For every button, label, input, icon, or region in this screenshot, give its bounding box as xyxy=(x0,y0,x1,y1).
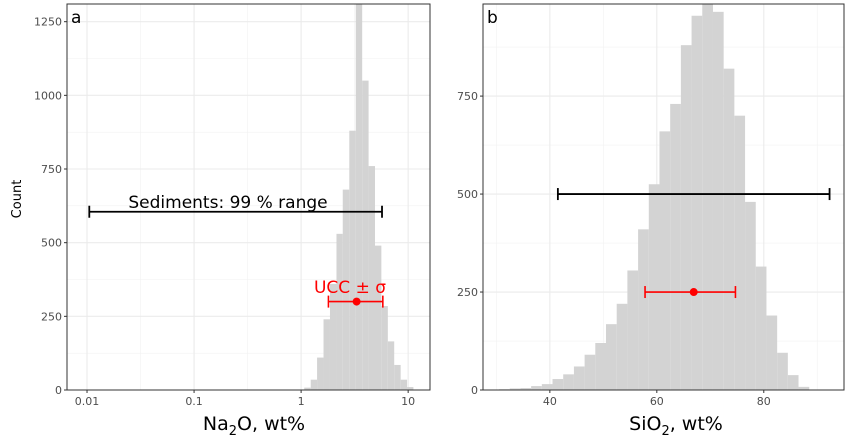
histogram-bar xyxy=(702,4,713,390)
y-tick-label: 1000 xyxy=(34,89,62,102)
histogram-bar xyxy=(787,375,799,390)
histogram-bar xyxy=(374,245,382,390)
histogram-bar xyxy=(407,387,414,390)
y-tick-label: 1250 xyxy=(34,16,62,29)
errorbars-b xyxy=(556,188,831,299)
histogram-bar xyxy=(552,379,564,390)
x-tick-label: 10 xyxy=(401,395,415,408)
histogram-bar xyxy=(362,80,369,390)
histogram-bar xyxy=(766,315,778,390)
x-tick-label: 1 xyxy=(298,395,305,408)
histogram-bar xyxy=(745,201,756,390)
histogram-bar xyxy=(368,166,375,390)
ucc-point xyxy=(689,288,698,297)
histogram-bar xyxy=(387,341,395,390)
y-tick-label: 250 xyxy=(457,286,478,299)
range-label-a: Sediments: 99 % range xyxy=(128,193,327,213)
gridlines-a xyxy=(67,4,430,391)
panel-a: a 0 250 500 750 1000 1250 0.01 0.1 1 10 Sediment… xyxy=(10,3,431,439)
histogram-bar xyxy=(659,131,671,390)
plot-border-a xyxy=(66,3,431,391)
histogram-bar xyxy=(520,388,532,390)
y-tick-label: 500 xyxy=(457,188,478,201)
histogram-bar xyxy=(323,319,330,390)
histogram-bar xyxy=(638,229,649,390)
histogram-bar xyxy=(670,103,681,391)
histogram-bars-b xyxy=(499,4,810,391)
x-axis-title-a: Na2O, wt% xyxy=(203,413,305,439)
errorbars-a xyxy=(88,205,384,308)
x-axis-title-b: SiO2, wt% xyxy=(629,413,723,439)
histogram-bar xyxy=(381,306,388,390)
panel-label-b: b xyxy=(487,8,498,28)
y-tick-label: 750 xyxy=(457,90,478,103)
x-tick-label: 60 xyxy=(650,395,664,408)
histogram-bar xyxy=(798,386,810,390)
y-tick-label: 750 xyxy=(41,163,62,176)
histogram-bar xyxy=(712,11,724,391)
histogram-bar xyxy=(734,115,746,391)
histogram-bar xyxy=(563,374,574,390)
ucc-label-a: UCC ± σ xyxy=(314,278,386,298)
histogram-bar xyxy=(680,45,692,390)
y-axis-title: Count xyxy=(10,180,25,219)
x-tick-label: 0.1 xyxy=(185,395,203,408)
histogram-bar xyxy=(573,366,585,390)
histogram-bar xyxy=(336,233,343,390)
y-tick-label: 500 xyxy=(41,237,62,250)
histogram-bar xyxy=(329,283,337,390)
histogram-bars-a xyxy=(304,4,414,391)
x-ticks-b: 40 60 80 xyxy=(543,390,771,408)
histogram-bar xyxy=(317,357,324,390)
panel-label-a: a xyxy=(71,8,81,28)
y-tick-label: 0 xyxy=(471,384,478,397)
histogram-bar xyxy=(342,189,350,390)
ucc-point xyxy=(352,297,361,306)
x-ticks-a: 0.01 0.1 1 10 xyxy=(75,390,415,408)
histogram-bar xyxy=(595,342,607,390)
histogram-bar xyxy=(755,266,767,390)
histogram-bar xyxy=(355,4,363,390)
histogram-bar xyxy=(723,68,735,390)
histogram-bar xyxy=(606,324,617,390)
y-ticks-b: 0 250 500 750 xyxy=(457,90,483,397)
histogram-bar xyxy=(777,352,788,390)
histogram-bar xyxy=(691,15,703,390)
histogram-bar xyxy=(509,388,521,390)
histogram-bar xyxy=(541,384,553,390)
histogram-bar xyxy=(400,379,408,390)
histogram-bar xyxy=(531,386,542,390)
histogram-bar xyxy=(310,379,318,390)
histogram-bar xyxy=(394,364,401,390)
histogram-bar xyxy=(584,354,596,390)
histogram-bar xyxy=(627,270,639,390)
x-tick-label: 0.01 xyxy=(75,395,100,408)
histogram-bar xyxy=(616,303,628,390)
x-tick-label: 80 xyxy=(757,395,771,408)
y-ticks-a: 0 250 500 750 1000 1250 xyxy=(34,16,67,397)
histogram-bar xyxy=(648,184,660,390)
histogram-bar xyxy=(304,387,311,390)
x-tick-label: 40 xyxy=(543,395,557,408)
y-tick-label: 0 xyxy=(55,384,62,397)
plot-border-b xyxy=(482,3,845,391)
y-tick-label: 250 xyxy=(41,310,62,323)
panel-b: b 0 250 500 750 40 60 80 SiO2, wt% xyxy=(457,3,845,439)
histogram-bar xyxy=(349,130,356,391)
